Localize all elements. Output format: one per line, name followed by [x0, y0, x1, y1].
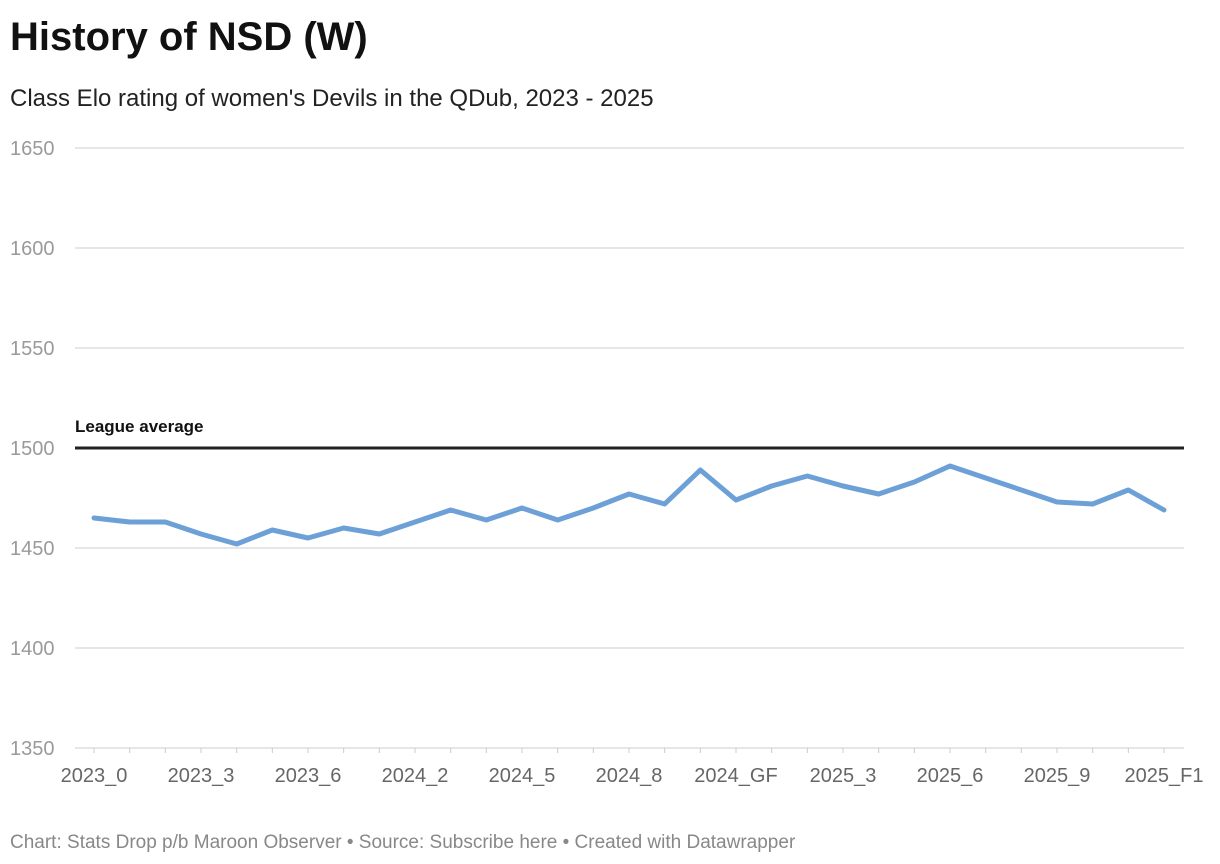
chart-footer: Chart: Stats Drop p/b Maroon Observer • …: [10, 832, 796, 853]
y-tick-label: 1550: [10, 338, 55, 360]
chart-title: History of NSD (W): [10, 15, 368, 59]
y-tick-label: 1500: [10, 438, 55, 460]
x-tick-label: 2025_9: [1024, 765, 1091, 787]
x-tick-label: 2024_8: [596, 765, 663, 787]
x-tick-label: 2024_2: [382, 765, 449, 787]
data-line: [91, 463, 1167, 547]
x-tick-label: 2023_6: [275, 765, 342, 787]
x-tick-label: 2025_F1: [1125, 765, 1204, 787]
x-tick-label: 2023_0: [61, 765, 128, 787]
y-tick-label: 1600: [10, 238, 55, 260]
x-tick-label: 2025_3: [810, 765, 877, 787]
x-tick-label: 2023_3: [168, 765, 235, 787]
y-tick-label: 1650: [10, 138, 55, 160]
y-tick-label: 1450: [10, 538, 55, 560]
x-tick-label: 2025_6: [917, 765, 984, 787]
y-tick-label: 1350: [10, 738, 55, 760]
x-tick-label: 2024_5: [489, 765, 556, 787]
x-tick-label: 2024_GF: [694, 765, 777, 787]
y-tick-label: 1400: [10, 638, 55, 660]
reference-label: League average: [75, 417, 204, 436]
chart-subtitle: Class Elo rating of women's Devils in th…: [10, 85, 654, 112]
